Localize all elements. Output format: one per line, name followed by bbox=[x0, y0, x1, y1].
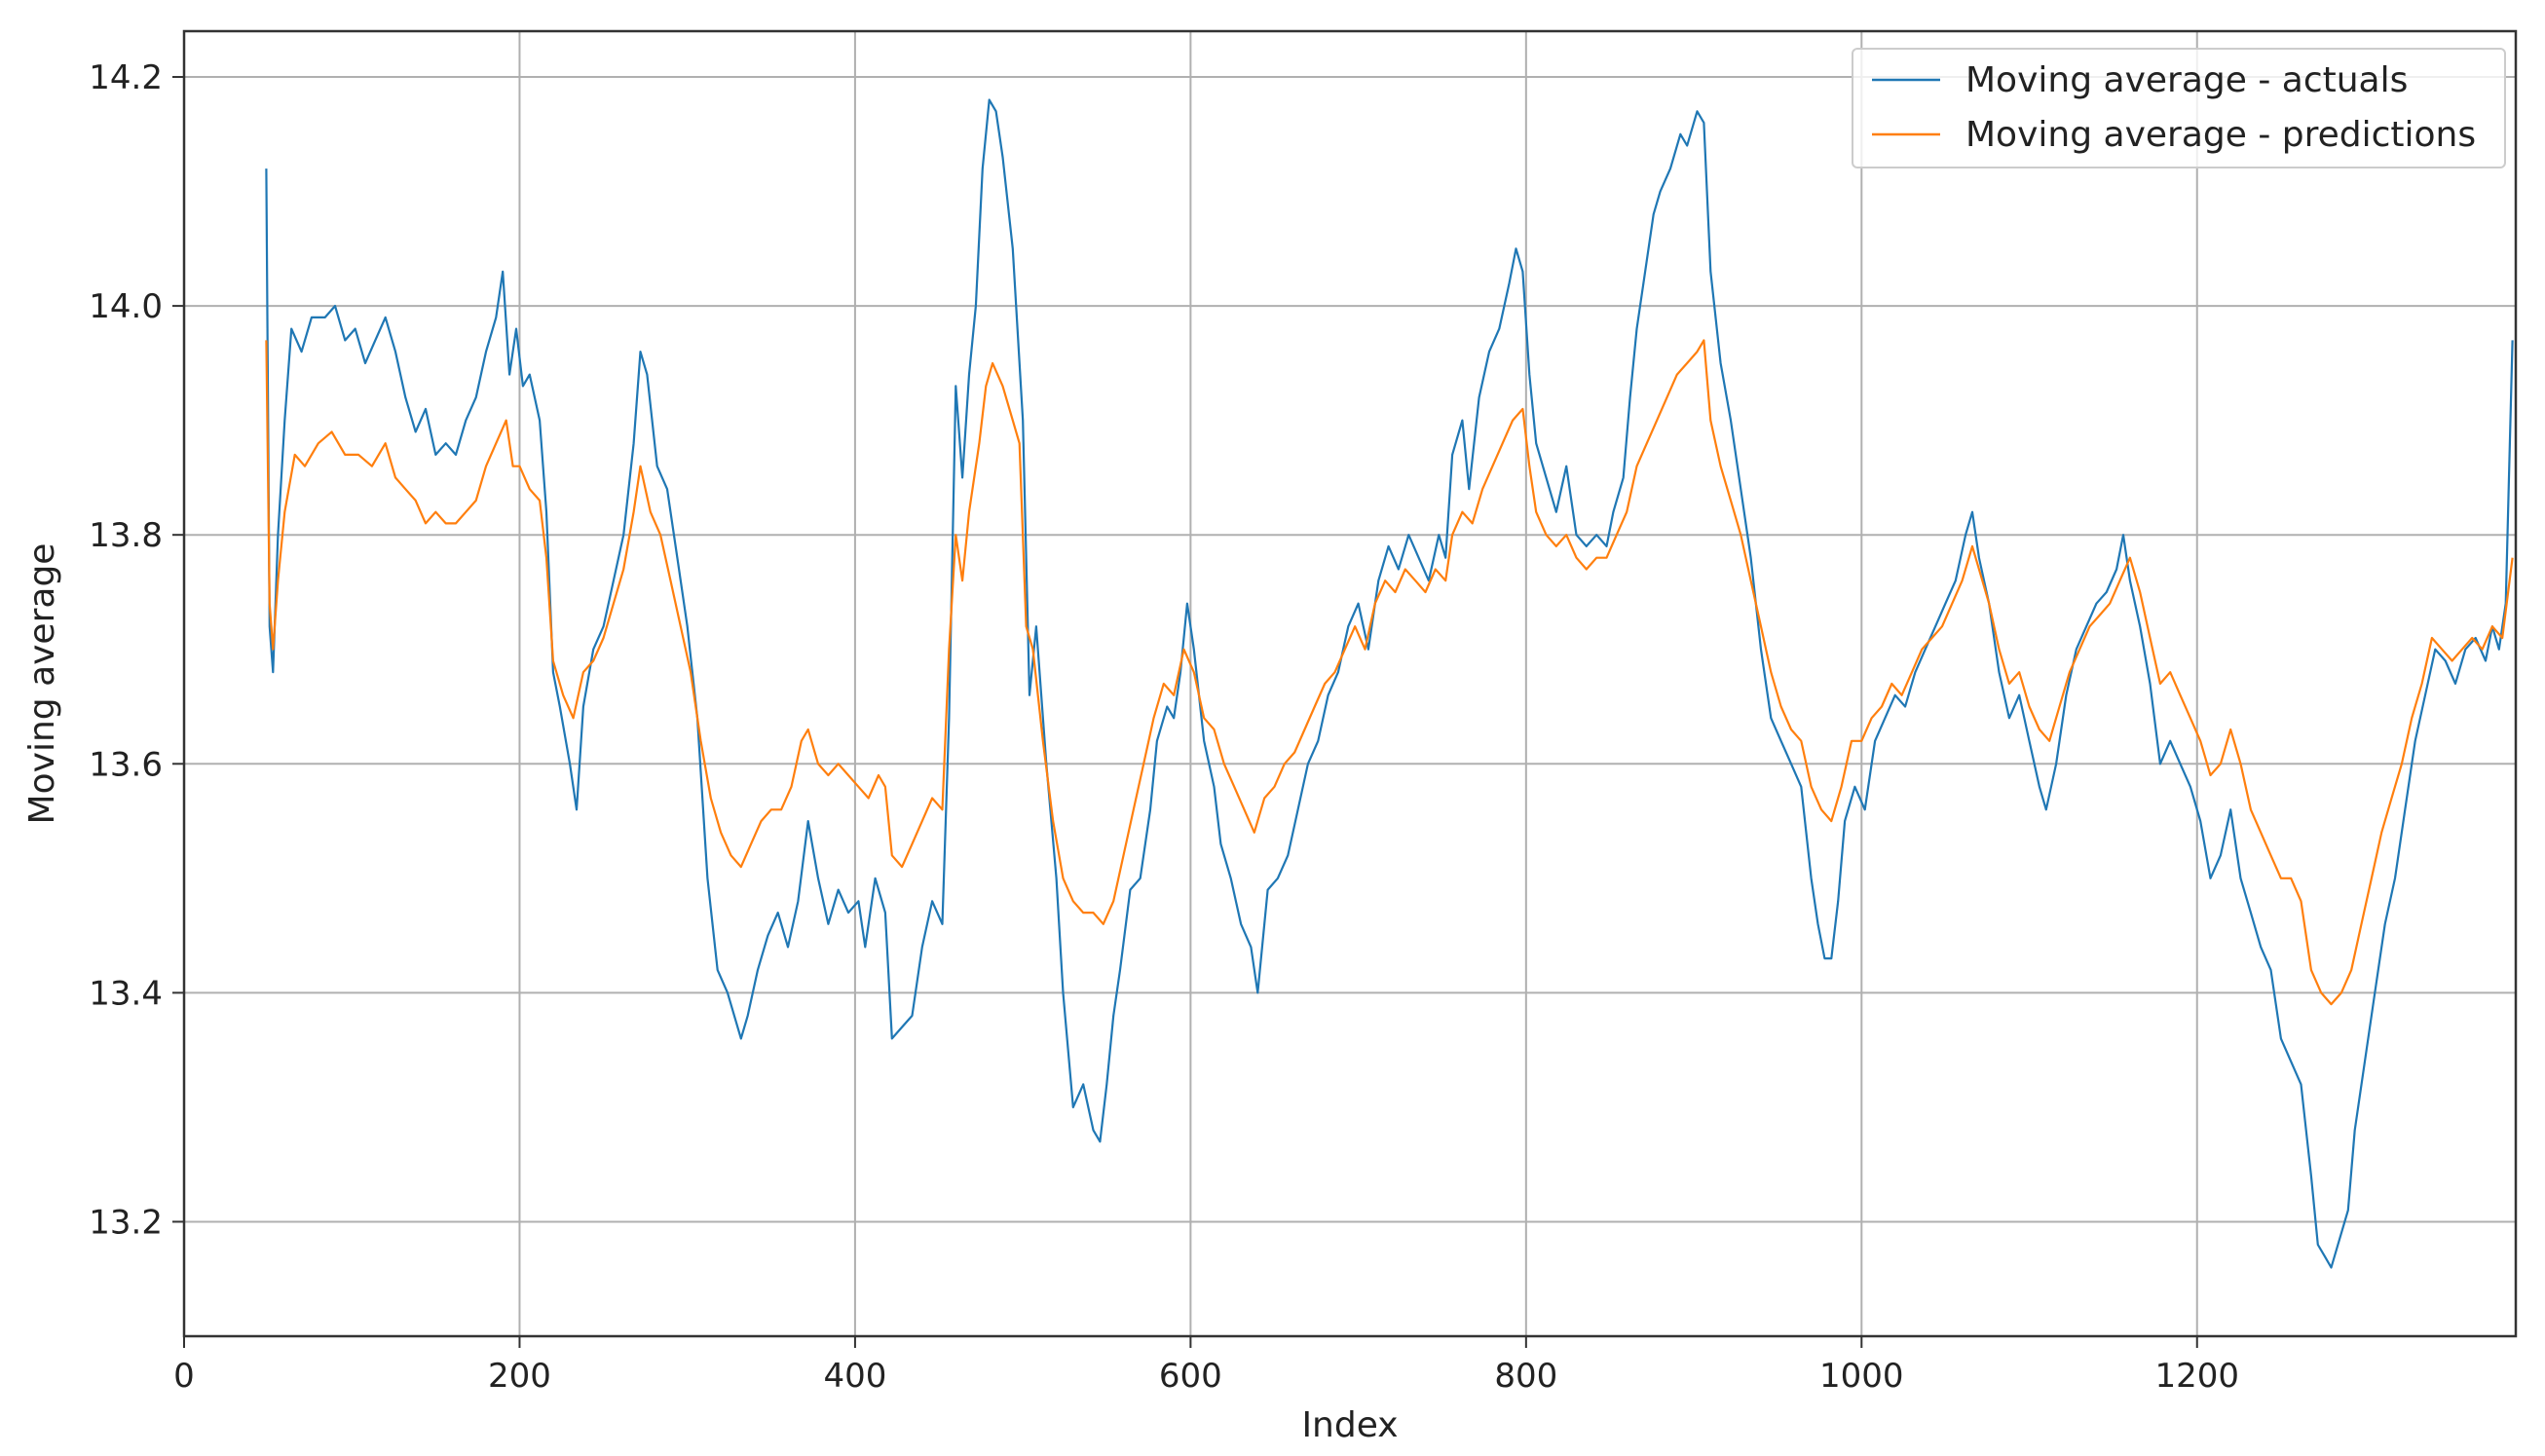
legend-label-actuals: Moving average - actuals bbox=[1965, 60, 2408, 100]
y-tick-label: 13.6 bbox=[89, 745, 163, 784]
legend-box bbox=[1852, 48, 2506, 168]
x-tick-label: 200 bbox=[488, 1357, 551, 1396]
x-tick-label: 800 bbox=[1494, 1357, 1557, 1396]
plot-frame bbox=[182, 29, 2518, 1338]
axis-ticks: 0 200 400 600 800 1000 1200 13.2 13.4 13.6 13.8 14.… bbox=[89, 58, 2239, 1396]
y-tick-label: 13.2 bbox=[89, 1203, 163, 1242]
y-tick-label: 14.2 bbox=[89, 58, 163, 97]
series-line-actuals bbox=[265, 98, 2514, 1269]
x-tick-label: 600 bbox=[1159, 1357, 1222, 1396]
y-axis-label: Moving average bbox=[22, 543, 62, 825]
y-tick-label: 13.8 bbox=[89, 516, 163, 555]
series-layer bbox=[265, 98, 2514, 1269]
x-tick-label: 1000 bbox=[1819, 1357, 1904, 1396]
x-tick-label: 1200 bbox=[2154, 1357, 2239, 1396]
x-tick-label: 0 bbox=[173, 1357, 195, 1396]
series-line-predictions bbox=[265, 339, 2514, 1006]
legend-label-predictions: Moving average - predictions bbox=[1965, 115, 2476, 155]
legend: Moving average - actuals Moving average … bbox=[1852, 48, 2506, 168]
x-tick-label: 400 bbox=[823, 1357, 886, 1396]
x-axis-label: Index bbox=[1301, 1405, 1398, 1445]
y-tick-label: 14.0 bbox=[89, 287, 163, 326]
y-tick-label: 13.4 bbox=[89, 974, 163, 1013]
